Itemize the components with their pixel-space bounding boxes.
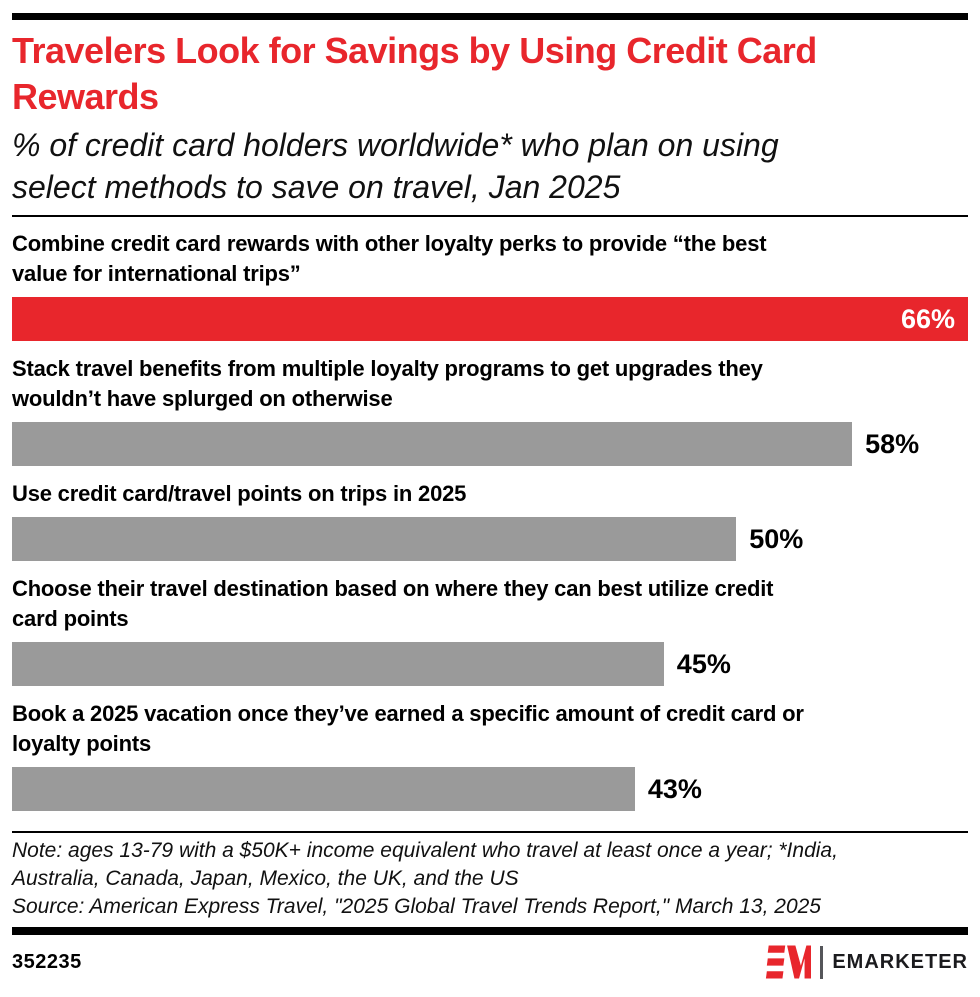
brand-name: EMARKETER: [832, 950, 968, 973]
emarketer-logo-icon: [765, 944, 812, 980]
category-label-line: card points: [12, 606, 129, 631]
bar-row: Book a 2025 vacation once they’ve earned…: [12, 699, 968, 811]
category-label-line: Stack travel benefits from multiple loya…: [12, 356, 763, 381]
bar-track: 50%: [12, 517, 968, 561]
chart-title: Travelers Look for Savings by Using Cred…: [12, 28, 968, 120]
chart-title-line: Travelers Look for Savings by Using Cred…: [12, 30, 817, 71]
bar-50-percent: [12, 517, 737, 561]
brand-lockup: EMARKETER: [765, 944, 968, 980]
footnote: Note: ages 13-79 with a $50K+ income equ…: [12, 837, 968, 921]
logo-divider: [820, 945, 824, 979]
chart-subtitle-line: select methods to save on travel, Jan 20…: [12, 169, 621, 205]
bar-58-percent: [12, 422, 853, 466]
bar-value-label: 43%: [647, 773, 702, 804]
bar-row: Use credit card/travel points on trips i…: [12, 479, 968, 561]
bottom-rule: [12, 927, 968, 935]
category-label-line: Combine credit card rewards with other l…: [12, 231, 767, 256]
chart-subtitle-line: % of credit card holders worldwide* who …: [12, 127, 779, 163]
category-label: Book a 2025 vacation once they’ve earned…: [12, 699, 968, 759]
bar-value-label: 50%: [749, 523, 804, 554]
category-label-line: Use credit card/travel points on trips i…: [12, 481, 467, 506]
top-rule: [12, 13, 968, 20]
category-label-line: wouldn’t have splurged on otherwise: [12, 386, 393, 411]
category-label: Use credit card/travel points on trips i…: [12, 479, 968, 509]
bar-value-label: 66%: [900, 303, 955, 334]
bar-row: Stack travel benefits from multiple loya…: [12, 354, 968, 466]
header-divider: [12, 215, 968, 217]
bar-45-percent: [12, 642, 664, 686]
bar-track: 43%: [12, 767, 968, 811]
bar-track: 58%: [12, 422, 968, 466]
bar-track: 66%: [12, 297, 968, 341]
category-label: Stack travel benefits from multiple loya…: [12, 354, 968, 414]
chart-subtitle: % of credit card holders worldwide* who …: [12, 124, 968, 208]
bar-value-label: 58%: [865, 428, 920, 459]
footnote-line: Australia, Canada, Japan, Mexico, the UK…: [12, 867, 519, 890]
footnote-line: Note: ages 13-79 with a $50K+ income equ…: [12, 839, 838, 862]
bar-66-percent: 66%: [12, 297, 968, 341]
category-label-line: Book a 2025 vacation once they’ve earned…: [12, 701, 804, 726]
source-line: Source: American Express Travel, "2025 G…: [12, 895, 821, 918]
category-label-line: Choose their travel destination based on…: [12, 576, 774, 601]
bar-chart: Combine credit card rewards with other l…: [12, 229, 968, 811]
chart-id: 352235: [12, 950, 82, 973]
category-label: Combine credit card rewards with other l…: [12, 229, 968, 289]
chart-title-line: Rewards: [12, 76, 159, 117]
bar-row: Combine credit card rewards with other l…: [12, 229, 968, 341]
chart-page: Travelers Look for Savings by Using Cred…: [0, 13, 980, 981]
bar-row: Choose their travel destination based on…: [12, 574, 968, 686]
bar-43-percent: [12, 767, 635, 811]
footnote-divider: [12, 831, 968, 833]
category-label-line: loyalty points: [12, 731, 151, 756]
category-label-line: value for international trips”: [12, 261, 301, 286]
category-label: Choose their travel destination based on…: [12, 574, 968, 634]
bar-track: 45%: [12, 642, 968, 686]
footer-bar: 352235 EMARKETER: [12, 943, 968, 981]
bar-value-label: 45%: [676, 648, 731, 679]
